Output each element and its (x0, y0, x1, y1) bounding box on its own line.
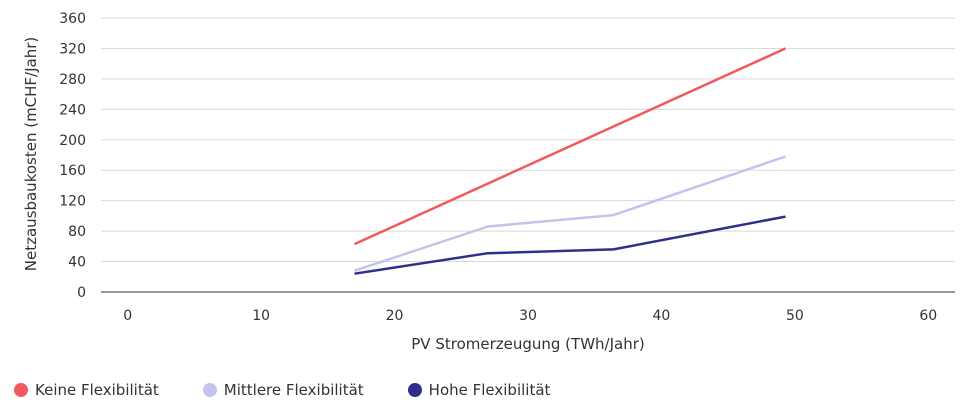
x-tick-label: 20 (386, 308, 404, 324)
x-tick-label: 50 (786, 308, 804, 324)
legend: Keine Flexibilität Mittlere Flexibilität H… (14, 381, 594, 399)
x-axis-ticks: 0 10 20 30 40 50 60 (123, 308, 937, 324)
grid-layer (101, 17, 955, 293)
series-line (354, 155, 786, 272)
y-tick-label: 0 (77, 285, 86, 301)
legend-item[interactable]: Hohe Flexibilität (407, 381, 551, 399)
x-tick-label: 30 (519, 308, 537, 324)
y-tick-label: 320 (59, 41, 86, 57)
y-tick-label: 80 (68, 224, 86, 240)
x-tick-label: 10 (252, 308, 270, 324)
y-tick-label: 240 (59, 102, 86, 118)
legend-marker (14, 383, 28, 397)
series-layer (353, 47, 787, 275)
legend-item[interactable]: Mittlere Flexibilität (202, 381, 364, 399)
x-axis-title: PV Stromerzeugung (TWh/Jahr) (411, 335, 644, 353)
x-tick-label: 40 (653, 308, 671, 324)
legend-label: Hohe Flexibilität (428, 381, 551, 399)
y-tick-label: 120 (59, 194, 86, 210)
x-tick-label: 60 (919, 308, 937, 324)
series-line (353, 47, 787, 246)
x-tick-label: 0 (123, 308, 132, 324)
legend-label: Keine Flexibilität (35, 381, 159, 399)
series-line (354, 215, 786, 275)
y-axis-title: Netzausbaukosten (mCHF/Jahr) (22, 37, 40, 272)
legend-item[interactable]: Keine Flexibilität (14, 381, 159, 399)
y-tick-label: 360 (59, 11, 86, 27)
legend-label: Mittlere Flexibilität (223, 381, 364, 399)
legend-marker (202, 383, 217, 397)
y-tick-label: 200 (59, 133, 86, 149)
y-tick-label: 280 (59, 72, 86, 88)
y-tick-label: 160 (59, 163, 86, 179)
legend-marker (407, 383, 422, 397)
y-tick-label: 40 (68, 255, 86, 271)
y-axis-ticks: 0 40 80 120 160 200 240 280 320 360 (59, 11, 86, 301)
